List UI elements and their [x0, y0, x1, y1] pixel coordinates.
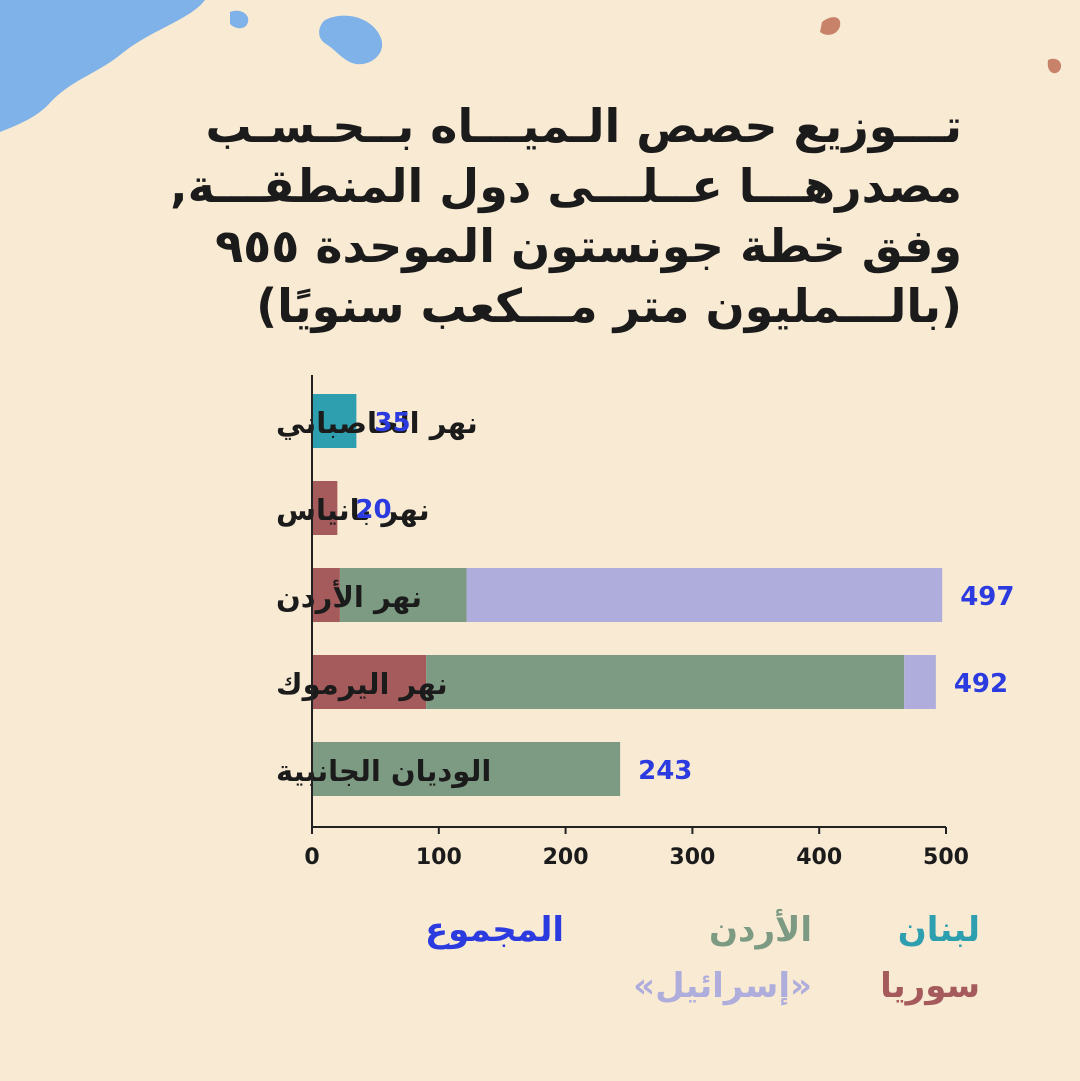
legend-jordan: الأردن	[708, 910, 812, 950]
total-value-label: 243	[638, 756, 692, 786]
category-label: نهر الأردن	[276, 579, 422, 614]
x-tick-label: 300	[669, 845, 715, 870]
bar-segment	[312, 742, 621, 796]
x-tick-label: 0	[304, 845, 319, 870]
chart-title: تـــوزيع حصص الـميـــاه بــحـسـب مصدرهــ…	[102, 96, 962, 336]
bar-segment	[312, 394, 357, 448]
bar-segment	[339, 568, 467, 622]
total-value-label: 497	[960, 582, 1014, 612]
mark-shape	[820, 17, 841, 35]
legend-total: المجموع	[424, 910, 564, 950]
category-label: نهر الحاصباني	[276, 406, 478, 440]
total-value-label: 492	[954, 669, 1008, 699]
bar-segment	[426, 655, 905, 709]
x-tick-label: 400	[796, 845, 842, 870]
total-value-label: 35	[374, 408, 410, 438]
category-label: نهر اليرموك	[276, 667, 448, 701]
bar-segment	[312, 481, 338, 535]
title-line: مصدرهـــا عــلـــى دول المنطقـــة,	[170, 159, 962, 213]
legend-syria: سوريا	[880, 966, 980, 1006]
bar-segment	[466, 568, 943, 622]
title-line: وفق خطة جونستون الموحدة ٩٥٥	[215, 219, 962, 273]
title-line: (بالـــمليون متر مـــكعب سنويًا)	[256, 279, 962, 333]
title-line: تـــوزيع حصص الـميـــاه بــحـسـب	[205, 99, 962, 153]
x-tick-label: 100	[416, 845, 462, 870]
lake-shape	[319, 15, 383, 65]
bar-segment	[312, 655, 427, 709]
lake-shape-2	[230, 10, 249, 29]
x-tick-label: 500	[923, 845, 969, 870]
x-tick-label: 200	[543, 845, 589, 870]
legend-israel: «إسرائيل»	[633, 966, 812, 1006]
bar-segment	[312, 568, 340, 622]
mark-shape-2	[1047, 58, 1062, 74]
bar-segment	[904, 655, 936, 709]
category-label: نهر بانياس	[276, 493, 430, 527]
total-value-label: 20	[355, 495, 391, 525]
sea-shape	[0, 0, 205, 132]
legend-lebanon: لبنان	[897, 910, 980, 950]
category-label: الوديان الجانبية	[276, 754, 491, 788]
